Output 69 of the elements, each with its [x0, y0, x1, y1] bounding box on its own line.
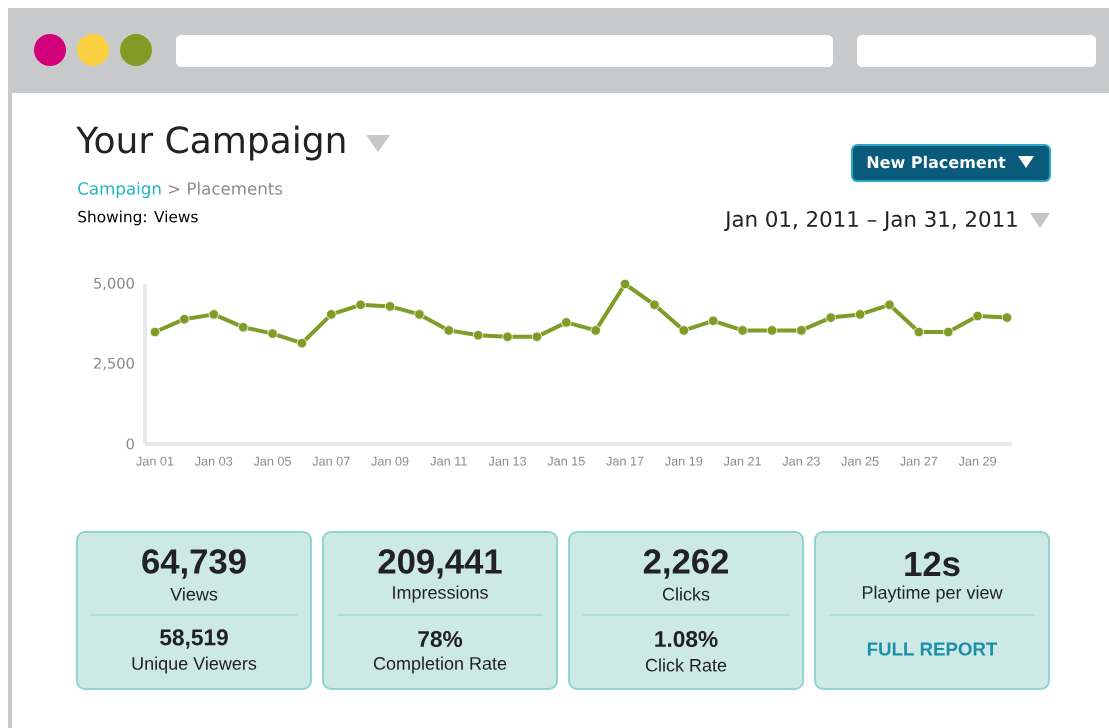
x-tick-label: Jan 25 — [841, 456, 879, 466]
text: Campaign — [78, 181, 161, 199]
text: Jan 01, 2011 – Jan 31, 2011 — [724, 210, 1017, 232]
x-tick-label: Jan 19 — [665, 456, 703, 466]
text: Clicks — [662, 587, 710, 601]
point — [267, 328, 278, 339]
point — [384, 301, 396, 312]
y-tick-label: 2,500 — [94, 357, 134, 371]
text: Views — [170, 587, 218, 601]
y-tick-label: 5,000 — [94, 277, 134, 291]
y-tick-label: 0 — [126, 438, 134, 450]
point — [972, 310, 983, 322]
point — [561, 317, 572, 328]
x-tick-label: Jan 01 — [136, 456, 174, 466]
point — [678, 325, 690, 336]
x-tick-label: Jan 29 — [958, 456, 997, 466]
point — [414, 309, 425, 320]
text: New Placement — [867, 155, 1006, 169]
point — [326, 309, 337, 320]
point — [531, 331, 543, 342]
point — [296, 338, 308, 349]
point — [1001, 312, 1013, 323]
x-tick-label: Jan 11 — [430, 456, 467, 466]
text: 209,441 — [378, 549, 502, 579]
point — [708, 315, 719, 326]
point — [737, 325, 748, 336]
point — [619, 278, 631, 290]
point — [649, 299, 660, 310]
point — [825, 312, 836, 323]
text: 58,519 — [160, 629, 228, 649]
chart-title: Your Campaign — [76, 125, 345, 161]
x-tick-label: Jan 17 — [606, 456, 644, 466]
text: 2,262 — [643, 549, 728, 579]
text: 1.08% — [655, 630, 718, 648]
x-tick-label: Jan 23 — [782, 456, 820, 466]
point — [472, 330, 484, 341]
point — [913, 326, 925, 338]
text: Impressions — [393, 585, 488, 603]
point — [766, 325, 778, 336]
text: Showing: Views — [78, 210, 198, 226]
x-tick-label: Jan 27 — [900, 456, 938, 466]
point — [179, 314, 190, 325]
x-tick-label: Jan 09 — [371, 456, 409, 466]
point — [237, 322, 249, 333]
point — [884, 299, 895, 310]
x-tick-label: Jan 03 — [194, 456, 233, 466]
text: > Placements — [168, 181, 283, 195]
text: 78% — [418, 630, 463, 648]
text: Completion Rate — [373, 656, 507, 674]
point — [854, 309, 866, 320]
x-tick-label: Jan 21 — [723, 456, 761, 466]
point — [355, 299, 366, 310]
point — [149, 326, 161, 338]
text: Unique Viewers — [132, 656, 257, 674]
point — [502, 331, 513, 342]
x-tick-label: Jan 15 — [547, 456, 585, 466]
text: 64,739 — [142, 549, 246, 579]
x-tick-label: Jan 13 — [488, 456, 526, 466]
point — [208, 309, 219, 320]
text: 12s — [905, 551, 960, 577]
point — [796, 325, 807, 336]
x-tick-label: Jan 07 — [312, 456, 350, 466]
text: Click Rate — [645, 658, 727, 672]
text: Playtime per view — [862, 585, 1003, 603]
text: FULL REPORT — [867, 642, 998, 656]
point — [943, 326, 954, 338]
point — [590, 325, 601, 336]
point — [443, 325, 454, 336]
x-tick-label: Jan 05 — [253, 456, 291, 466]
